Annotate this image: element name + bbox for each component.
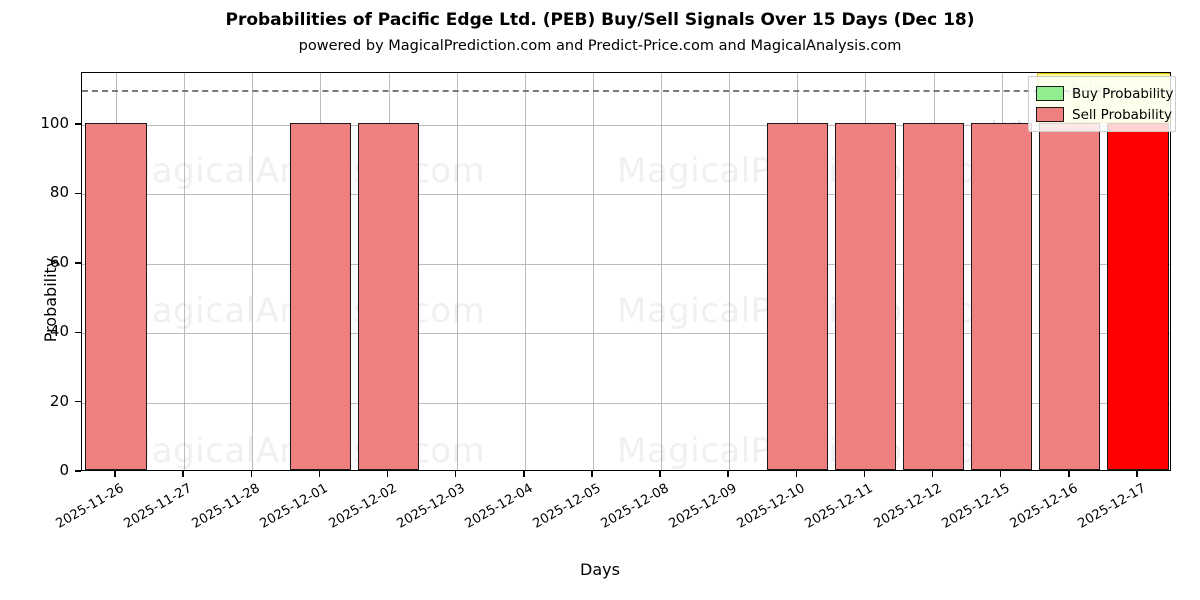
- legend-item-buy[interactable]: Buy Probability: [1036, 83, 1173, 104]
- x-tick-mark: [1068, 471, 1070, 477]
- y-tick-mark: [75, 400, 81, 403]
- bar-sell-probability[interactable]: [834, 123, 897, 470]
- x-tick-mark: [454, 471, 457, 477]
- y-tick-mark: [75, 470, 81, 472]
- bar-sell-probability[interactable]: [289, 123, 352, 470]
- x-tick-mark: [114, 471, 116, 477]
- gridline-horizontal: [82, 333, 1170, 335]
- bar-sell-probability[interactable]: [357, 123, 420, 470]
- bar-sell-probability[interactable]: [902, 123, 965, 470]
- y-tick-mark: [75, 123, 81, 125]
- y-tick-label: 60: [49, 252, 69, 271]
- bar-sell-probability[interactable]: [1039, 123, 1101, 470]
- legend-swatch-buy: [1036, 86, 1064, 101]
- x-tick-mark: [386, 471, 389, 477]
- y-tick-mark: [75, 192, 81, 195]
- gridline-vertical: [729, 73, 731, 470]
- chart-legend[interactable]: Buy Probability Sell Probability: [1028, 76, 1176, 132]
- threshold-line: [82, 90, 1170, 93]
- y-tick-mark: [75, 331, 81, 333]
- legend-label-sell: Sell Probability: [1072, 106, 1173, 123]
- gridline-horizontal: [82, 263, 1170, 265]
- gridline-horizontal: [82, 194, 1170, 196]
- gridline-vertical: [184, 73, 186, 470]
- y-tick-label: 80: [49, 183, 69, 202]
- x-tick-mark: [523, 471, 525, 477]
- gridline-horizontal: [82, 125, 1170, 127]
- x-tick-mark: [727, 471, 729, 477]
- gridline-vertical: [456, 73, 458, 470]
- y-tick-label: 0: [59, 461, 69, 479]
- bar-sell-probability[interactable]: [971, 123, 1033, 470]
- gridline-vertical: [252, 73, 254, 470]
- bar-highlight-today[interactable]: [1107, 123, 1169, 470]
- chart-subtitle: powered by MagicalPrediction.com and Pre…: [298, 38, 902, 54]
- legend-swatch-sell: [1036, 107, 1064, 122]
- x-tick-mark: [182, 471, 184, 477]
- chart-title: Probabilities of Pacific Edge Ltd. (PEB)…: [225, 10, 975, 30]
- bar-sell-probability[interactable]: [85, 123, 147, 470]
- x-tick-mark: [659, 471, 661, 477]
- legend-item-sell[interactable]: Sell Probability: [1036, 104, 1172, 125]
- plot-area: MagicalAnalysis.comMagicalPrediction.com…: [81, 72, 1171, 471]
- gridline-vertical: [524, 73, 526, 470]
- x-tick-mark: [250, 471, 252, 477]
- gridline-vertical: [592, 73, 594, 470]
- x-tick-mark: [591, 471, 593, 477]
- legend-label-buy: Buy Probability: [1072, 85, 1174, 102]
- x-tick-mark: [931, 471, 934, 477]
- y-tick-mark: [75, 262, 81, 264]
- x-tick-mark: [1136, 471, 1138, 477]
- x-tick-mark: [795, 471, 797, 477]
- bar-sell-probability[interactable]: [766, 123, 828, 470]
- y-tick-label: 40: [49, 322, 69, 341]
- x-axis-title: Days: [580, 560, 620, 579]
- y-tick-label: 100: [40, 114, 69, 133]
- x-tick-mark: [318, 471, 321, 477]
- x-tick-mark: [999, 471, 1002, 477]
- gridline-vertical: [661, 73, 663, 470]
- y-tick-label: 20: [49, 391, 69, 410]
- gridline-horizontal: [82, 402, 1170, 404]
- x-tick-mark: [863, 471, 866, 477]
- plot-inner: MagicalAnalysis.comMagicalPrediction.com…: [82, 73, 1170, 470]
